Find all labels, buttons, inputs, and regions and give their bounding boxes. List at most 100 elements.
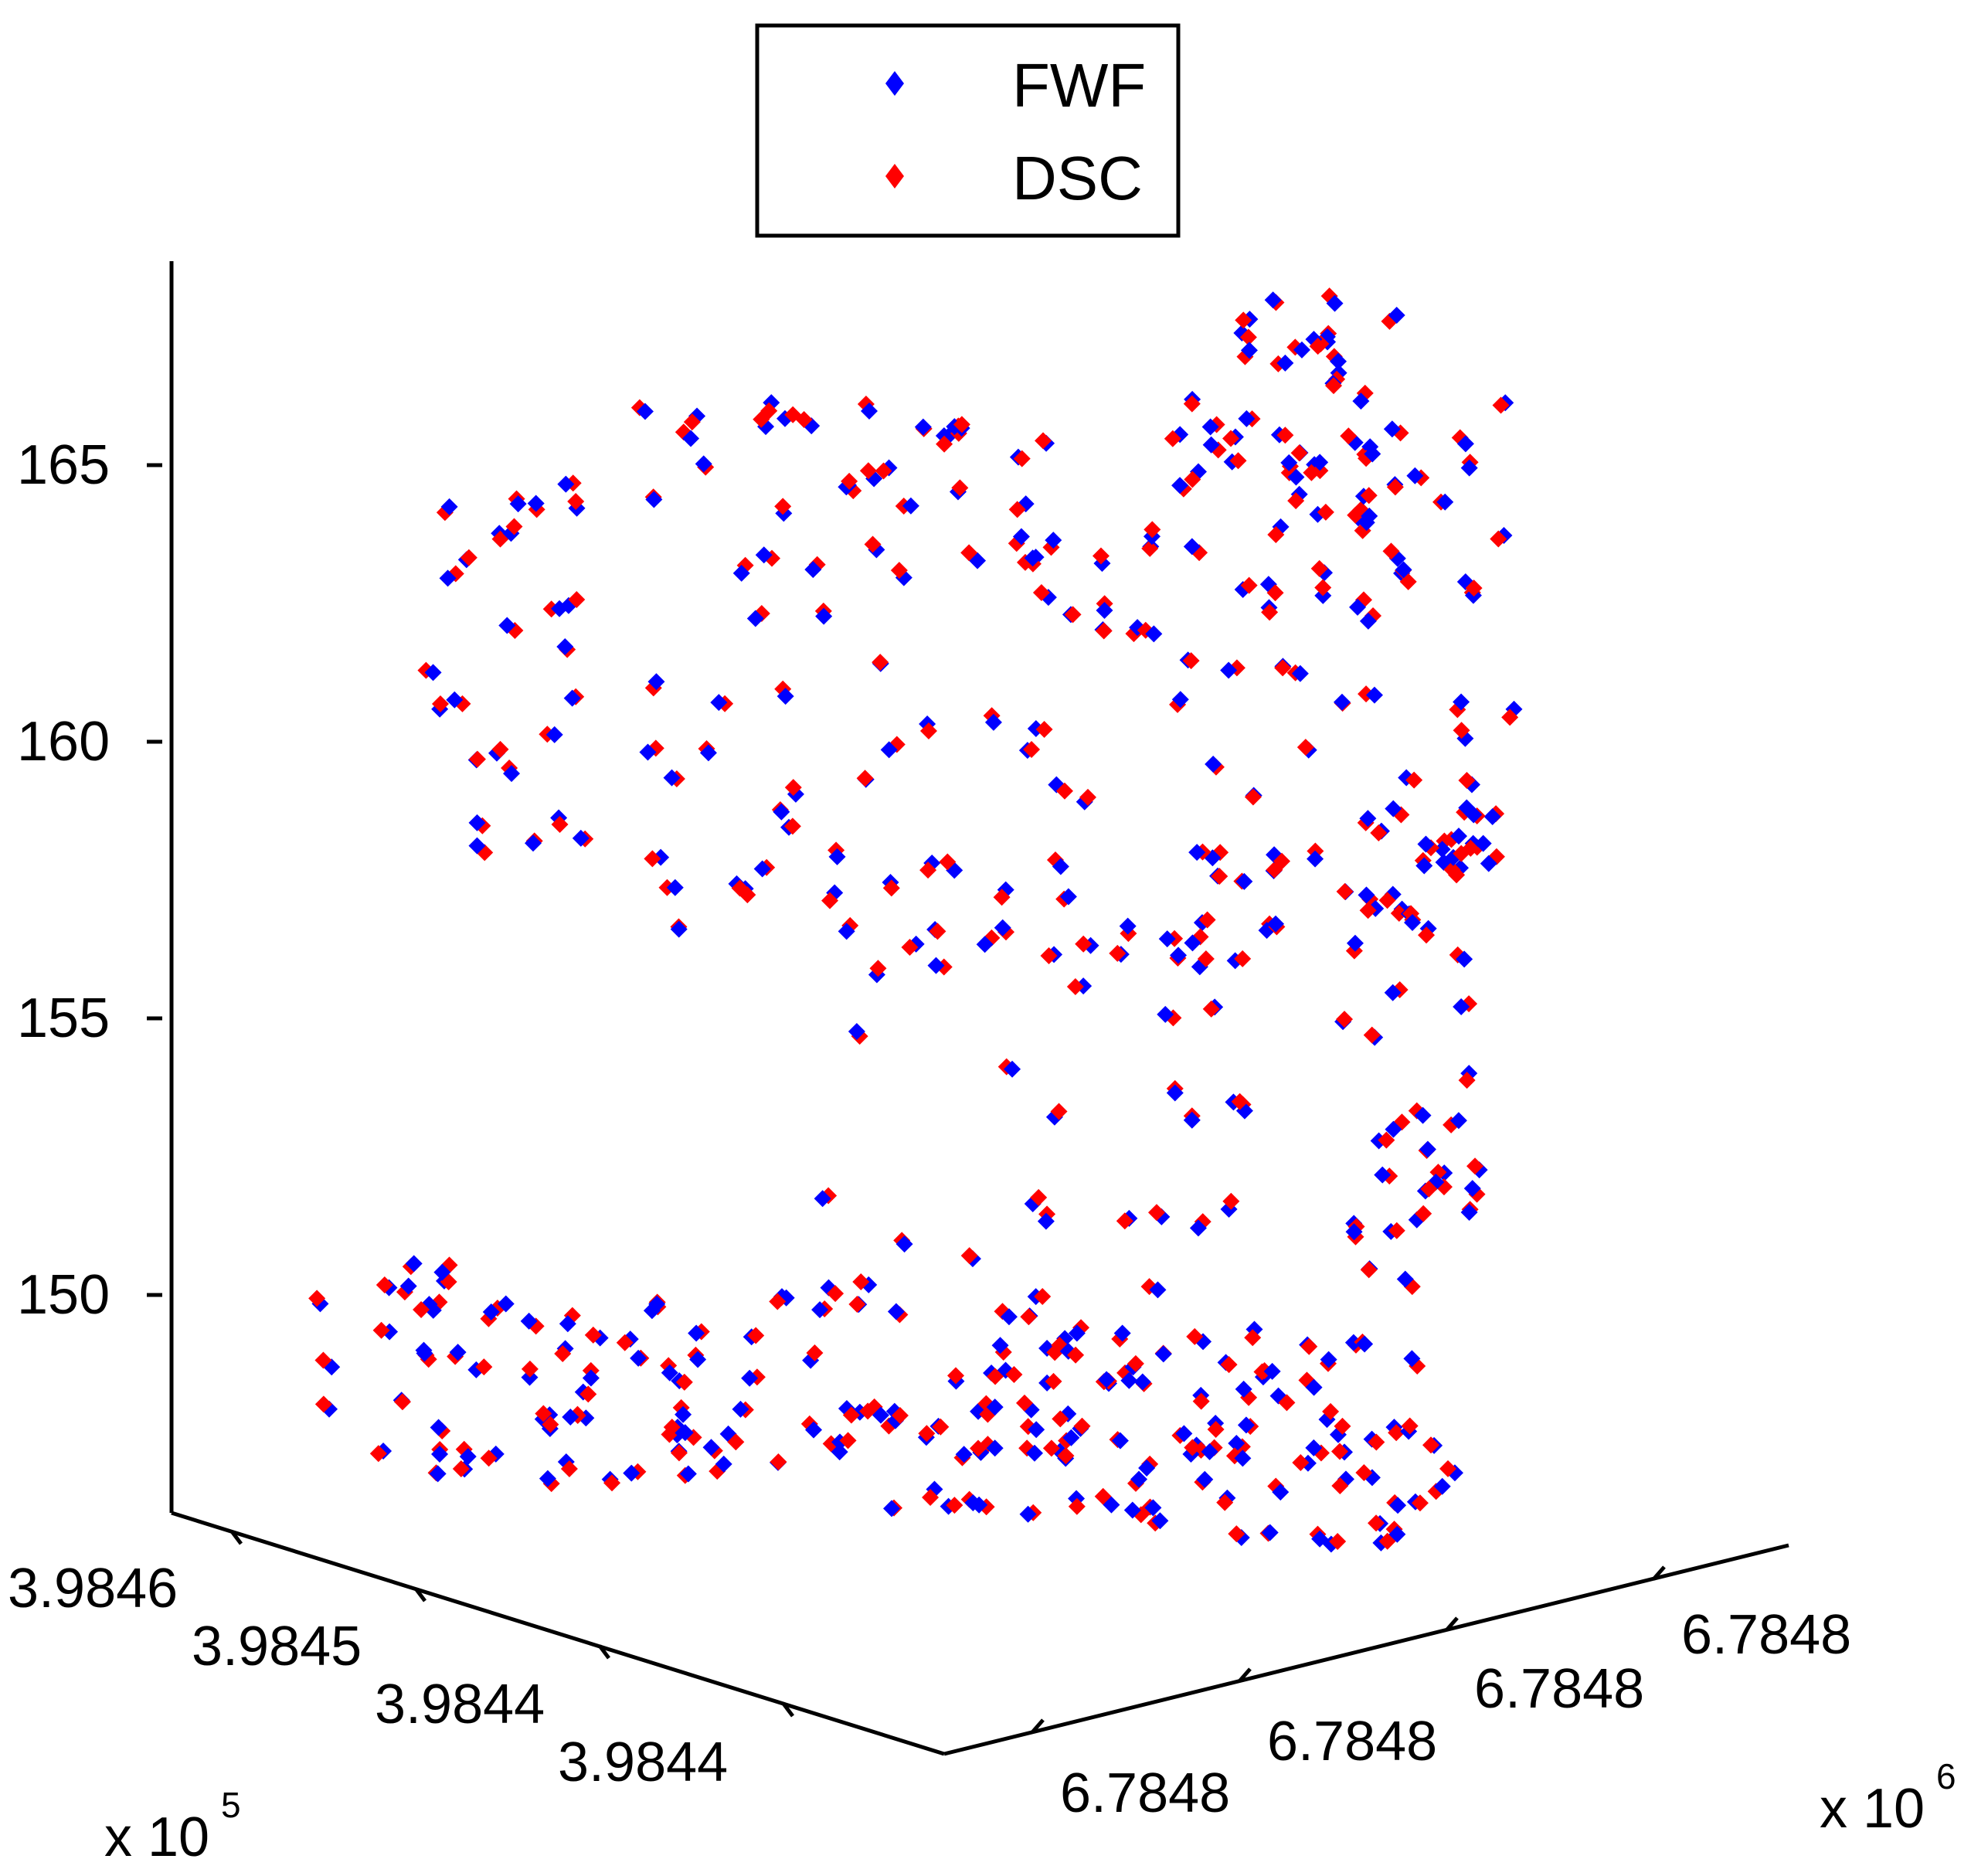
fwf-point [1361,507,1378,525]
fwf-point [1264,291,1282,309]
dsc-point [1035,432,1052,450]
y-tick-2 [414,1587,426,1602]
fwf-point [1052,858,1069,875]
fwf-point [805,1421,823,1439]
fwf-point [1045,532,1062,549]
dsc-point [1035,721,1053,739]
dsc-point [1415,1205,1432,1222]
fwf-point [848,1022,865,1040]
dsc-point [1296,739,1314,756]
fwf-point [1384,984,1402,1001]
fwf-point [675,1405,692,1423]
fwf-point [991,1337,1009,1354]
dsc-point [314,1351,332,1369]
dsc-point [922,1488,940,1506]
dsc-point [1030,1188,1048,1206]
dsc-point [1331,1477,1349,1494]
dsc-point [1075,935,1093,953]
dsc-point [1310,559,1328,577]
fwf-point [497,1295,515,1313]
y-tick-1 [230,1530,243,1545]
dsc-point [806,1344,824,1362]
dsc-point [784,779,802,797]
fwf-point [1346,934,1364,952]
dsc-point [1032,584,1050,602]
y-tick-label-1: 3.9846 [8,1558,178,1619]
fwf-point [1403,1350,1421,1368]
x-tick-2 [1238,1667,1252,1683]
dsc-point [1261,603,1279,621]
fwf-point [1311,454,1329,471]
dsc-point [891,1406,909,1424]
dsc-point [839,1432,857,1449]
dsc-point [1234,950,1252,967]
fwf-point [679,1465,697,1483]
fwf-point [1201,1443,1218,1460]
x-tick-label-2: 6.7848 [1267,1711,1437,1772]
fwf-point [695,455,712,473]
dsc-point [1292,1453,1310,1471]
dsc-point [1008,501,1026,518]
dsc-point [1290,444,1308,462]
x-tick-1 [1031,1718,1045,1734]
fwf-point [753,860,771,878]
dsc-point [919,722,937,739]
dsc-point [947,1367,965,1385]
x-tick-label-1: 6.7848 [1060,1762,1230,1824]
legend-marker-dsc [885,164,904,189]
fwf-point [468,837,486,855]
fwf-point [902,497,919,515]
dsc-point [1490,530,1507,548]
fwf-point [1436,493,1454,511]
dsc-point [960,1247,978,1265]
dsc-point [1186,1327,1204,1345]
dsc-point [1443,861,1461,879]
dsc-point [542,1415,559,1433]
fwf-point [1237,1416,1255,1434]
legend-box [755,23,1181,238]
dsc-point [1330,1443,1348,1460]
dsc-point [616,1334,634,1351]
fwf-point [459,1448,477,1466]
fwf-point [828,848,846,865]
fwf-point [405,1255,423,1273]
dsc-point [769,1293,787,1310]
dsc-point [1148,1204,1166,1222]
dsc-point [1240,576,1258,594]
dsc-point [841,472,858,490]
fwf-point [755,546,773,564]
fwf-point [887,1303,905,1320]
dsc-point [468,750,486,768]
fwf-point [666,879,684,896]
fwf-point [1385,1120,1402,1138]
dsc-point [1164,430,1181,447]
fwf-point [1267,915,1285,933]
dsc-point [644,850,661,868]
dsc-point [475,1358,493,1376]
x-tick-4 [1652,1565,1666,1581]
x-tick-3 [1445,1616,1459,1632]
dsc-point [1064,606,1082,624]
fwf-point [1228,1434,1245,1452]
dsc-point [567,493,585,511]
fwf-point [545,726,563,743]
point-cloud [308,287,1523,1553]
fwf-point [1263,1362,1281,1380]
dsc-point [864,535,882,553]
fwf-point [527,494,545,512]
fwf-point [1433,1477,1451,1495]
fwf-point [430,1419,447,1436]
fwf-point [1196,1470,1214,1488]
dsc-point [1220,1356,1238,1374]
dsc-point [1336,882,1354,900]
dsc-point [491,740,509,758]
dsc-point [1465,579,1483,597]
dsc-point [875,462,892,480]
dsc-point [1073,1417,1091,1435]
fwf-point [449,1344,467,1361]
dsc-point [1368,1514,1385,1532]
dsc-point [936,435,953,453]
dsc-point [1182,652,1200,670]
fwf-point [1235,1380,1252,1398]
fwf-point [1383,420,1401,438]
